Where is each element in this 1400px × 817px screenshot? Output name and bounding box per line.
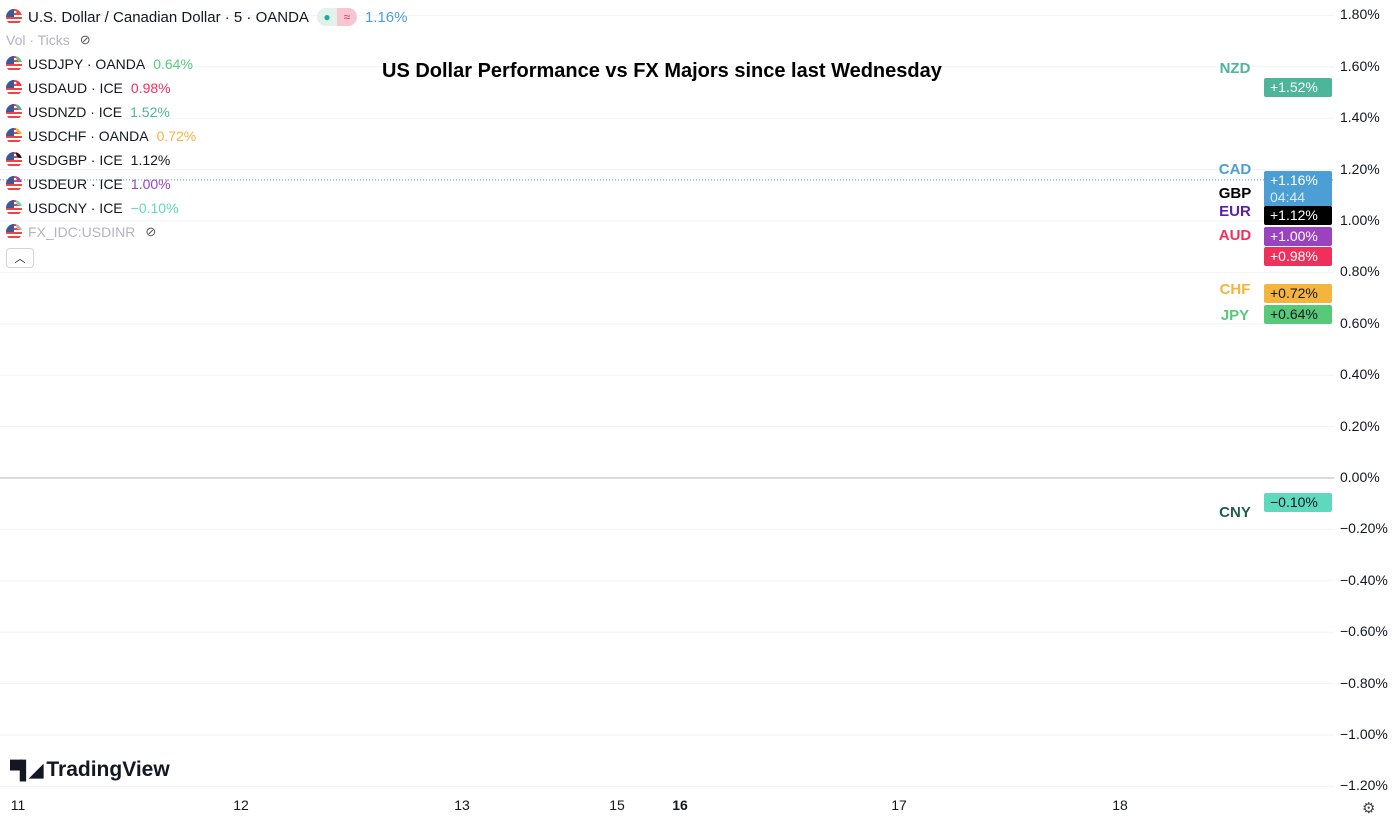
legend-value: 0.98% xyxy=(130,80,171,96)
collapse-legend-button[interactable]: ︿ xyxy=(6,248,34,268)
currency-flag-icon xyxy=(6,224,22,240)
legend-item[interactable]: USDGBP · ICE 1.12% xyxy=(6,148,407,172)
legend-symbol: FX_IDC:USDINR xyxy=(28,224,136,240)
usdcad-flag-icon xyxy=(6,9,22,25)
y-tick-label: 0.20% xyxy=(1340,417,1380,434)
legend-value: −0.10% xyxy=(130,200,179,216)
price-tag-value: −0.10% xyxy=(1270,494,1318,510)
price-tag-value: +1.52% xyxy=(1270,79,1318,95)
legend-value: 0.64% xyxy=(153,56,193,72)
y-tick-label: 0.80% xyxy=(1340,263,1380,280)
volume-row[interactable]: Vol · Ticks ⊘ xyxy=(6,28,407,52)
legend-symbol: USDEUR · ICE xyxy=(28,176,123,192)
delayed-data-icon: ≈ xyxy=(336,8,357,26)
bar-countdown: 04:44 xyxy=(1270,189,1306,205)
x-tick-label: 18 xyxy=(1112,797,1128,813)
hidden-eye-icon[interactable]: ⊘ xyxy=(145,224,157,239)
price-tag-value: +1.00% xyxy=(1270,228,1318,244)
legend-symbol: USDGBP · ICE xyxy=(28,152,123,168)
legend-item[interactable]: USDCNY · ICE −0.10% xyxy=(6,196,407,220)
legend-symbol: USDJPY · OANDA xyxy=(28,56,146,72)
legend-item[interactable]: USDJPY · OANDA 0.64% xyxy=(6,52,407,76)
legend-symbol: USDCNY · ICE xyxy=(28,200,123,216)
currency-flag-icon xyxy=(6,176,22,192)
y-tick-label: 1.20% xyxy=(1340,160,1380,177)
price-tag-value: +0.98% xyxy=(1270,248,1318,264)
y-tick-label: 1.00% xyxy=(1340,212,1380,228)
hidden-eye-icon[interactable]: ⊘ xyxy=(79,32,91,47)
x-tick-label: 11 xyxy=(10,797,26,813)
y-tick-label: −0.80% xyxy=(1340,674,1388,691)
legend-item[interactable]: FX_IDC:USDINR ⊘ xyxy=(6,220,407,244)
market-status-pill[interactable]: ● ≈ xyxy=(316,8,357,26)
y-tick-label: 0.40% xyxy=(1340,366,1380,383)
series-label-jpy: JPY xyxy=(1220,307,1250,324)
tradingview-mark-icon: ▀▌◢ xyxy=(10,759,43,780)
legend-value: 0.72% xyxy=(156,128,197,144)
x-tick-label: 12 xyxy=(233,797,249,813)
chart-title: US Dollar Performance vs FX Majors since… xyxy=(382,60,942,82)
currency-flag-icon xyxy=(6,128,22,144)
series-label-cny: CNY xyxy=(1219,504,1251,521)
price-tag-cny: −0.10% xyxy=(1264,493,1332,512)
legend-value: 1.12% xyxy=(130,152,171,168)
price-tag-eur: +1.00% xyxy=(1264,227,1332,246)
y-tick-label: 1.80% xyxy=(1340,6,1380,23)
price-tag-cad: +1.16% 04:44 xyxy=(1264,171,1332,207)
legend-symbol: USDNZD · ICE xyxy=(28,104,123,120)
price-tag-aud: +0.98% xyxy=(1264,247,1332,266)
y-tick-label: 1.40% xyxy=(1340,109,1380,126)
currency-flag-icon xyxy=(6,56,22,72)
series-label-nzd: NZD xyxy=(1219,60,1251,77)
tradingview-logo[interactable]: ▀▌◢ TradingView xyxy=(10,758,170,782)
currency-flag-icon xyxy=(6,152,22,168)
currency-flag-icon xyxy=(6,200,22,216)
series-label-gbp: GBP xyxy=(1218,185,1252,202)
price-tag-nzd: +1.52% xyxy=(1264,78,1332,97)
tradingview-wordmark: TradingView xyxy=(46,758,170,781)
price-tag-value: +0.72% xyxy=(1270,285,1318,301)
currency-flag-icon xyxy=(6,104,22,120)
legend-item[interactable]: USDNZD · ICE 1.52% xyxy=(6,100,407,124)
price-tag-chf: +0.72% xyxy=(1264,284,1332,303)
y-tick-label: −1.20% xyxy=(1340,777,1388,794)
market-open-icon: ● xyxy=(316,8,337,26)
series-label-eur: EUR xyxy=(1219,203,1251,220)
y-tick-label: −0.60% xyxy=(1340,623,1388,640)
x-tick-label: 17 xyxy=(891,797,907,813)
y-tick-label: 1.60% xyxy=(1340,57,1380,74)
legend-value: 1.00% xyxy=(130,176,171,192)
settings-icon[interactable]: ⚙ xyxy=(1362,800,1376,817)
legend-value: 1.52% xyxy=(130,104,170,120)
legend: U.S. Dollar / Canadian Dollar · 5 · OAND… xyxy=(6,6,407,268)
main-symbol-change: 1.16% xyxy=(364,8,408,26)
legend-item[interactable]: USDCHF · OANDA 0.72% xyxy=(6,124,407,148)
x-tick-label: 16 xyxy=(672,797,688,813)
y-tick-label: −0.20% xyxy=(1340,520,1388,537)
y-tick-label: 0.60% xyxy=(1340,314,1380,331)
x-tick-label: 15 xyxy=(609,797,625,813)
legend-symbol: USDCHF · OANDA xyxy=(28,128,149,144)
legend-symbol: USDAUD · ICE xyxy=(28,80,123,96)
y-tick-label: 0.00% xyxy=(1340,469,1380,485)
currency-flag-icon xyxy=(6,80,22,96)
series-label-cad: CAD xyxy=(1218,161,1252,178)
main-symbol-row[interactable]: U.S. Dollar / Canadian Dollar · 5 · OAND… xyxy=(6,6,407,28)
main-symbol-title[interactable]: U.S. Dollar / Canadian Dollar · 5 · OAND… xyxy=(28,8,309,26)
price-tag-jpy: +0.64% xyxy=(1264,305,1332,324)
price-tag-value: +0.64% xyxy=(1270,306,1318,322)
price-tag-value: +1.16% xyxy=(1270,172,1318,188)
x-tick-label: 13 xyxy=(454,797,470,813)
series-label-aud: AUD xyxy=(1218,227,1252,244)
volume-label: Vol · Ticks xyxy=(6,32,70,48)
y-tick-label: −1.00% xyxy=(1340,726,1388,742)
series-label-chf: CHF xyxy=(1219,281,1251,298)
legend-item[interactable]: USDEUR · ICE 1.00% xyxy=(6,172,407,196)
price-tag-value: +1.12% xyxy=(1270,207,1318,223)
price-tag-gbp: +1.12% xyxy=(1264,206,1332,225)
legend-item[interactable]: USDAUD · ICE 0.98% xyxy=(6,76,407,100)
y-tick-label: −0.40% xyxy=(1340,571,1388,588)
